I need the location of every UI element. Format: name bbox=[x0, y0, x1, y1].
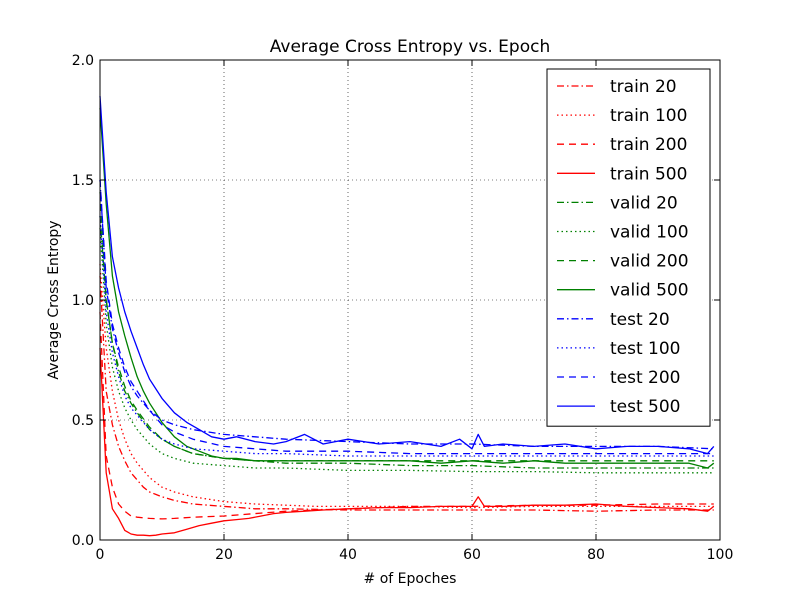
legend-label: valid 200 bbox=[610, 252, 689, 272]
series-line-valid-200 bbox=[99, 191, 714, 462]
x-tick-label: 100 bbox=[707, 547, 734, 563]
legend-label: test 500 bbox=[610, 397, 681, 417]
series-line-valid-500 bbox=[99, 107, 715, 469]
series-line-valid-100 bbox=[99, 227, 714, 474]
legend-label: train 20 bbox=[610, 77, 677, 97]
series-line-train-100 bbox=[99, 263, 714, 509]
x-tick-label: 20 bbox=[215, 547, 233, 563]
x-tick-label: 0 bbox=[96, 547, 105, 563]
series-line-test-500 bbox=[99, 95, 715, 455]
legend-label: valid 20 bbox=[610, 193, 678, 213]
legend-label: test 200 bbox=[610, 368, 681, 388]
y-axis-label: Average Cross Entropy bbox=[46, 220, 62, 379]
legend: train 20 train 100 train 200 train 500 valid… bbox=[546, 68, 711, 427]
legend-label: train 200 bbox=[610, 135, 687, 155]
legend-label: train 100 bbox=[610, 106, 687, 126]
x-tick-label: 60 bbox=[463, 547, 481, 563]
legend-box bbox=[546, 68, 711, 427]
y-tick-label: 1.0 bbox=[72, 293, 94, 309]
legend-label: test 20 bbox=[610, 310, 670, 330]
legend-label: train 500 bbox=[610, 164, 687, 184]
chart-title: Average Cross Entropy vs. Epoch bbox=[270, 37, 550, 57]
x-tick-label: 40 bbox=[339, 547, 357, 563]
legend-label: valid 500 bbox=[610, 281, 689, 301]
y-tick-label: 0.5 bbox=[72, 413, 94, 429]
y-tick-label: 2.0 bbox=[72, 53, 94, 69]
series-line-test-20 bbox=[99, 179, 714, 450]
x-axis-label: # of Epoches bbox=[364, 571, 457, 587]
series-layer bbox=[99, 95, 715, 537]
x-tick-label: 80 bbox=[587, 547, 605, 563]
series-line-test-200 bbox=[99, 179, 714, 455]
series-line-valid-20 bbox=[99, 215, 714, 469]
y-tick-label: 0.0 bbox=[72, 533, 94, 549]
legend-label: valid 100 bbox=[610, 223, 689, 243]
y-tick-label: 1.5 bbox=[72, 173, 94, 189]
legend-label: test 100 bbox=[610, 339, 681, 359]
tick-layer: 0 20 40 60 80 100 0.0 0.5 1.0 1.5 2.0 bbox=[72, 53, 734, 563]
series-line-train-500 bbox=[99, 347, 715, 537]
